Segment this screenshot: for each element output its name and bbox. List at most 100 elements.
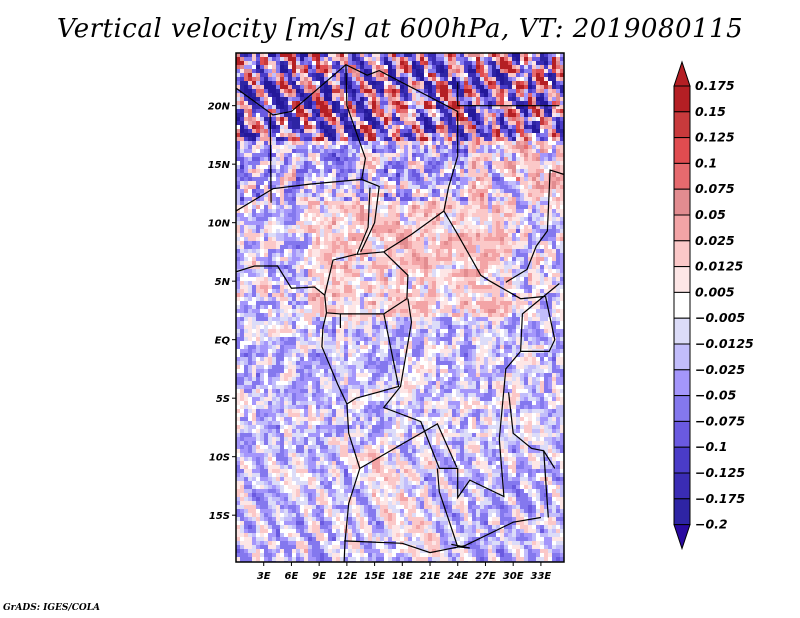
field-cell	[400, 97, 404, 101]
field-cell	[424, 157, 428, 161]
field-cell	[240, 201, 244, 205]
field-cell	[420, 241, 424, 245]
field-cell	[252, 165, 256, 169]
field-cell	[560, 245, 564, 249]
field-cell	[260, 261, 264, 265]
field-cell	[388, 61, 392, 65]
field-cell	[372, 285, 376, 289]
field-cell	[488, 265, 492, 269]
field-cell	[504, 305, 508, 309]
field-cell	[476, 249, 480, 253]
field-cell	[248, 81, 252, 85]
field-cell	[556, 285, 560, 289]
field-cell	[284, 153, 288, 157]
field-cell	[392, 53, 396, 57]
field-cell	[252, 229, 256, 233]
field-cell	[352, 161, 356, 165]
field-cell	[288, 89, 292, 93]
field-cell	[388, 177, 392, 181]
field-cell	[364, 161, 368, 165]
field-cell	[276, 277, 280, 281]
field-cell	[248, 217, 252, 221]
field-cell	[312, 209, 316, 213]
field-cell	[560, 165, 564, 169]
field-cell	[560, 177, 564, 181]
field-cell	[320, 93, 324, 97]
field-cell	[376, 205, 380, 209]
field-cell	[448, 113, 452, 117]
field-cell	[380, 205, 384, 209]
field-cell	[520, 229, 524, 233]
field-cell	[544, 125, 548, 129]
field-cell	[440, 281, 444, 285]
field-cell	[276, 145, 280, 149]
field-cell	[532, 125, 536, 129]
field-cell	[544, 245, 548, 249]
field-cell	[516, 241, 520, 245]
field-cell	[260, 69, 264, 73]
field-cell	[336, 245, 340, 249]
field-cell	[560, 57, 564, 61]
field-cell	[480, 221, 484, 225]
field-cell	[324, 209, 328, 213]
field-cell	[268, 169, 272, 173]
field-cell	[444, 153, 448, 157]
field-cell	[420, 93, 424, 97]
field-cell	[376, 249, 380, 253]
field-cell	[468, 301, 472, 305]
field-cell	[496, 57, 500, 61]
field-cell	[416, 133, 420, 137]
field-cell	[340, 77, 344, 81]
field-cell	[436, 61, 440, 65]
field-cell	[308, 141, 312, 145]
field-cell	[328, 245, 332, 249]
field-cell	[548, 85, 552, 89]
field-cell	[388, 93, 392, 97]
field-cell	[304, 145, 308, 149]
field-cell	[236, 221, 240, 225]
field-cell	[472, 113, 476, 117]
field-cell	[416, 129, 420, 133]
field-cell	[340, 269, 344, 273]
field-cell	[236, 149, 240, 153]
field-cell	[408, 157, 412, 161]
field-cell	[512, 73, 516, 77]
field-cell	[376, 97, 380, 101]
field-cell	[268, 61, 272, 65]
field-cell	[400, 193, 404, 197]
field-cell	[376, 265, 380, 269]
field-cell	[388, 289, 392, 293]
field-cell	[380, 305, 384, 309]
field-cell	[320, 241, 324, 245]
field-cell	[328, 261, 332, 265]
field-cell	[504, 85, 508, 89]
field-cell	[240, 285, 244, 289]
field-cell	[328, 149, 332, 153]
field-cell	[484, 181, 488, 185]
field-cell	[428, 281, 432, 285]
field-cell	[468, 221, 472, 225]
field-cell	[504, 293, 508, 297]
field-cell	[252, 249, 256, 253]
field-cell	[332, 145, 336, 149]
field-cell	[408, 197, 412, 201]
field-cell	[416, 281, 420, 285]
field-cell	[288, 65, 292, 69]
field-cell	[384, 169, 388, 173]
field-cell	[448, 77, 452, 81]
field-cell	[332, 221, 336, 225]
field-cell	[336, 249, 340, 253]
field-cell	[448, 225, 452, 229]
field-cell	[512, 305, 516, 309]
field-cell	[248, 101, 252, 105]
field-cell	[280, 265, 284, 269]
field-cell	[532, 189, 536, 193]
field-cell	[428, 137, 432, 141]
field-cell	[544, 177, 548, 181]
field-cell	[336, 113, 340, 117]
field-cell	[380, 217, 384, 221]
field-cell	[464, 261, 468, 265]
field-cell	[280, 293, 284, 297]
field-cell	[380, 237, 384, 241]
field-cell	[348, 157, 352, 161]
